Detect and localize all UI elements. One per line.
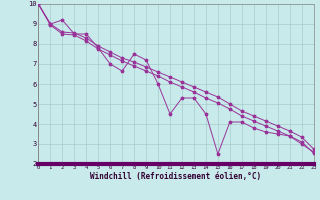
X-axis label: Windchill (Refroidissement éolien,°C): Windchill (Refroidissement éolien,°C) (91, 172, 261, 181)
